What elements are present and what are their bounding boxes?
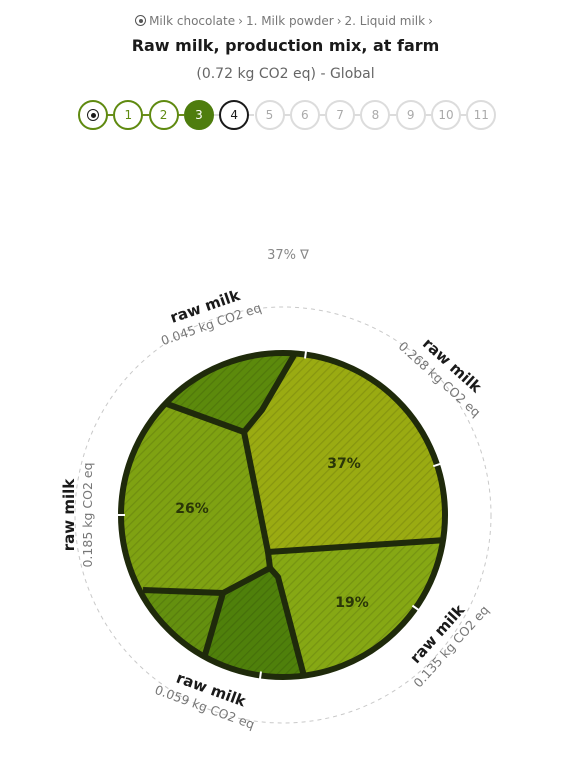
step-connector	[104, 114, 114, 116]
cell-hatch	[204, 568, 305, 677]
breadcrumb: Milk chocolate › 1. Milk powder › 2. Liquid …	[0, 14, 571, 28]
step-connector	[174, 114, 184, 116]
step-connector	[209, 114, 220, 116]
cell-border	[241, 353, 300, 434]
page-title: Raw milk, production mix, at farm	[131, 36, 440, 55]
step-7-button[interactable]: 7	[325, 100, 356, 130]
breadcrumb-item[interactable]: Milk chocolate	[149, 14, 236, 28]
breadcrumb-separator: ›	[428, 14, 433, 28]
step-2-button[interactable]: 2	[148, 100, 179, 130]
cell-border	[142, 551, 273, 596]
top-percent-label: 37% ∇	[267, 248, 309, 263]
cell-hatch	[121, 404, 270, 593]
step-connector	[421, 114, 431, 116]
step-connector	[386, 114, 396, 116]
step-9-button[interactable]: 9	[395, 100, 426, 130]
step-8-button[interactable]: 8	[360, 100, 391, 130]
breadcrumb-separator: ›	[336, 14, 342, 28]
step-connector	[351, 114, 361, 116]
breadcrumb-item[interactable]: 1. Milk powder	[245, 14, 334, 28]
arc-tick	[432, 461, 445, 468]
arc-tick	[258, 671, 263, 684]
breadcrumb-item[interactable]: 2. Liquid milk	[344, 14, 426, 28]
step-navigator: 1 2 3 4 5 6 7 8 9 10 11	[78, 100, 498, 130]
step-4-button[interactable]: 4	[219, 100, 250, 130]
cell-percent-label: 19%	[335, 595, 369, 611]
arc-tick	[303, 346, 308, 359]
step-3-button[interactable]: 3	[183, 100, 214, 130]
arc-label-name: raw milk	[60, 478, 78, 552]
step-connector	[280, 114, 290, 116]
cell-border	[202, 592, 226, 656]
outer-guide-ring	[74, 306, 492, 724]
step-1-button[interactable]: 1	[113, 100, 144, 130]
step-connector	[457, 114, 467, 116]
breadcrumb-separator: ›	[238, 14, 243, 28]
step-6-button[interactable]: 6	[289, 100, 320, 130]
arc-tick	[411, 604, 423, 614]
step-connector	[139, 114, 149, 116]
step-10-button[interactable]: 10	[431, 100, 461, 130]
step-home-button[interactable]	[78, 100, 108, 130]
cell-border	[165, 401, 246, 435]
arc-label-group: raw milk 0.185 kg CO2 eq	[60, 462, 95, 567]
cell-percent-label: 37%	[327, 456, 361, 472]
target-icon	[87, 109, 99, 121]
arc-label-value: 0.185 kg CO2 eq	[80, 462, 95, 567]
step-11-button[interactable]: 11	[466, 100, 497, 130]
cell-border	[267, 566, 308, 677]
step-connector	[315, 114, 326, 116]
step-5-button[interactable]: 5	[254, 100, 285, 130]
page-subtitle: (0.72 kg CO2 eq) - Global	[196, 66, 375, 82]
step-connector	[245, 114, 255, 116]
origin-icon	[135, 15, 147, 26]
cell-percent-label: 26%	[175, 501, 209, 517]
